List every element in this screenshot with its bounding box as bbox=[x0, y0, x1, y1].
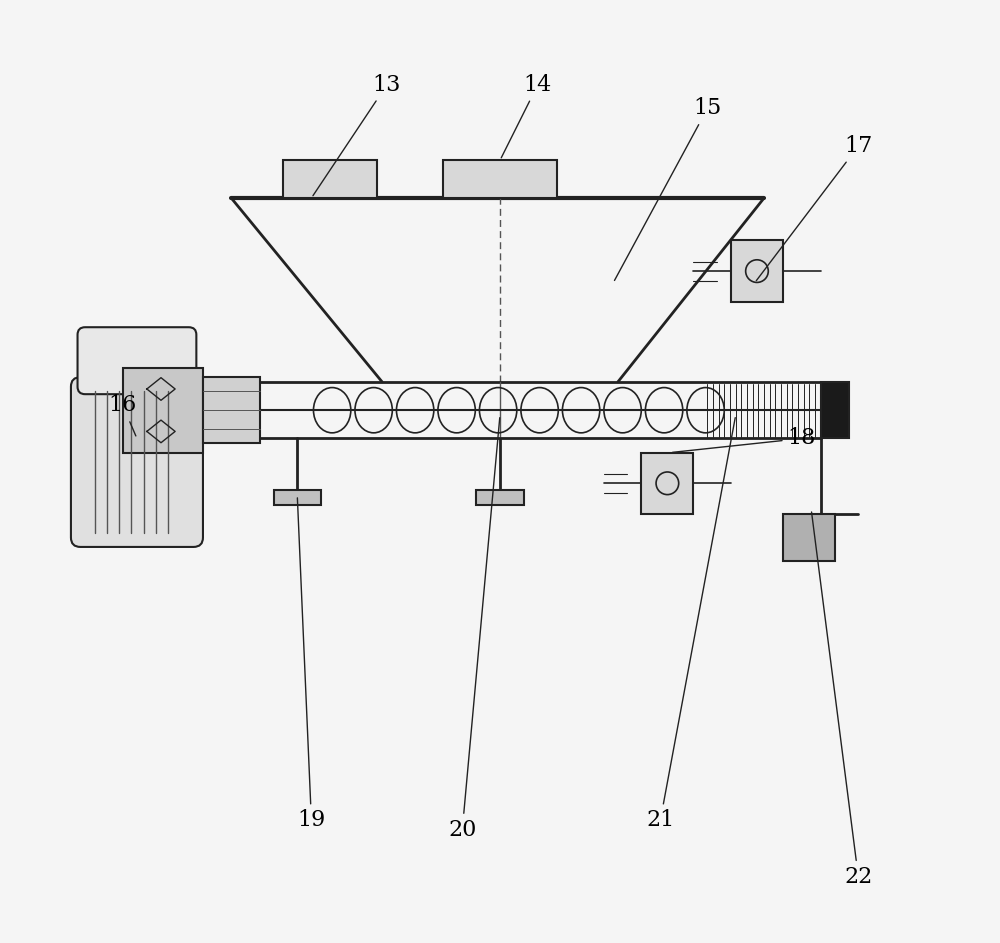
Text: 13: 13 bbox=[313, 74, 401, 196]
Bar bbox=[783, 514, 835, 561]
FancyBboxPatch shape bbox=[78, 327, 196, 394]
Text: 19: 19 bbox=[297, 498, 326, 832]
Text: 14: 14 bbox=[501, 74, 552, 157]
Bar bbox=[641, 453, 693, 514]
Bar bbox=[821, 382, 849, 438]
Text: 16: 16 bbox=[109, 394, 137, 436]
Bar bbox=[123, 368, 203, 453]
Text: 15: 15 bbox=[614, 97, 722, 280]
Text: 21: 21 bbox=[646, 418, 735, 832]
Text: 22: 22 bbox=[812, 512, 872, 888]
Bar bbox=[203, 377, 260, 443]
Text: 18: 18 bbox=[672, 427, 816, 453]
Text: 17: 17 bbox=[756, 135, 872, 281]
Bar bbox=[283, 160, 377, 198]
Bar bbox=[443, 160, 557, 198]
Bar bbox=[476, 490, 524, 505]
Bar bbox=[274, 490, 321, 505]
FancyBboxPatch shape bbox=[71, 377, 203, 547]
Text: 20: 20 bbox=[448, 418, 500, 841]
Bar bbox=[731, 240, 783, 302]
